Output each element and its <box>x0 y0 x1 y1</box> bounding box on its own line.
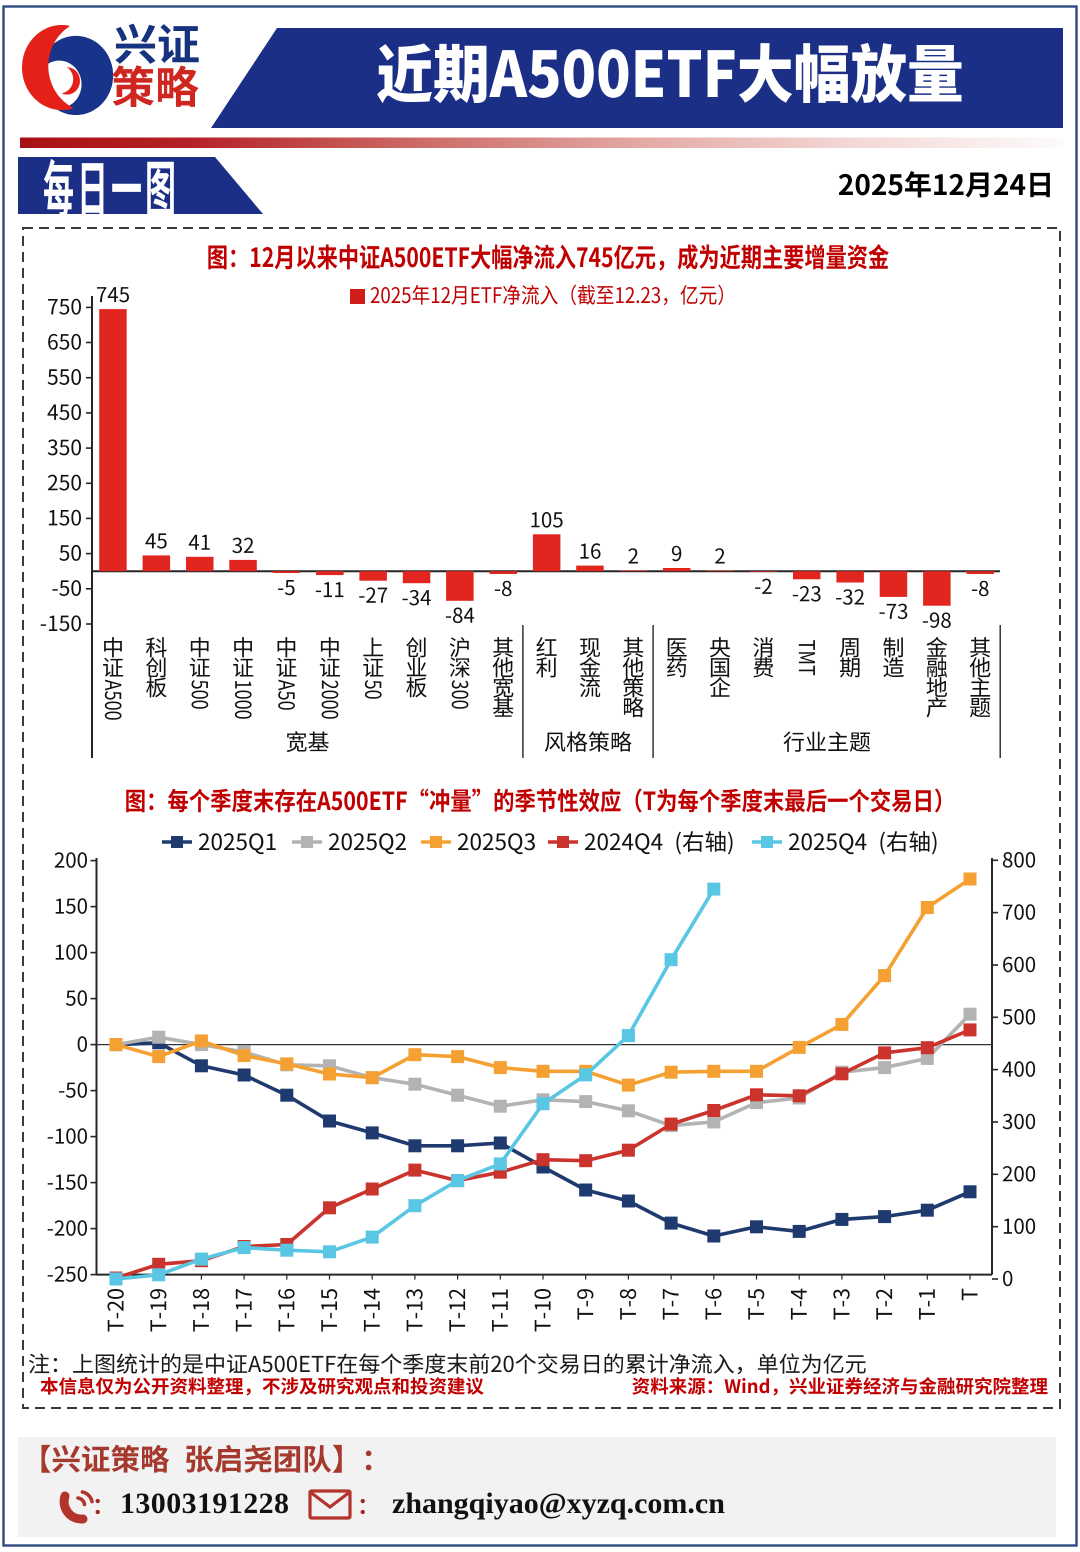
svg-text:zhangqiyao@xyzq.com.cn: zhangqiyao@xyzq.com.cn <box>392 1487 725 1520</box>
svg-text:13003191228: 13003191228 <box>120 1487 289 1520</box>
